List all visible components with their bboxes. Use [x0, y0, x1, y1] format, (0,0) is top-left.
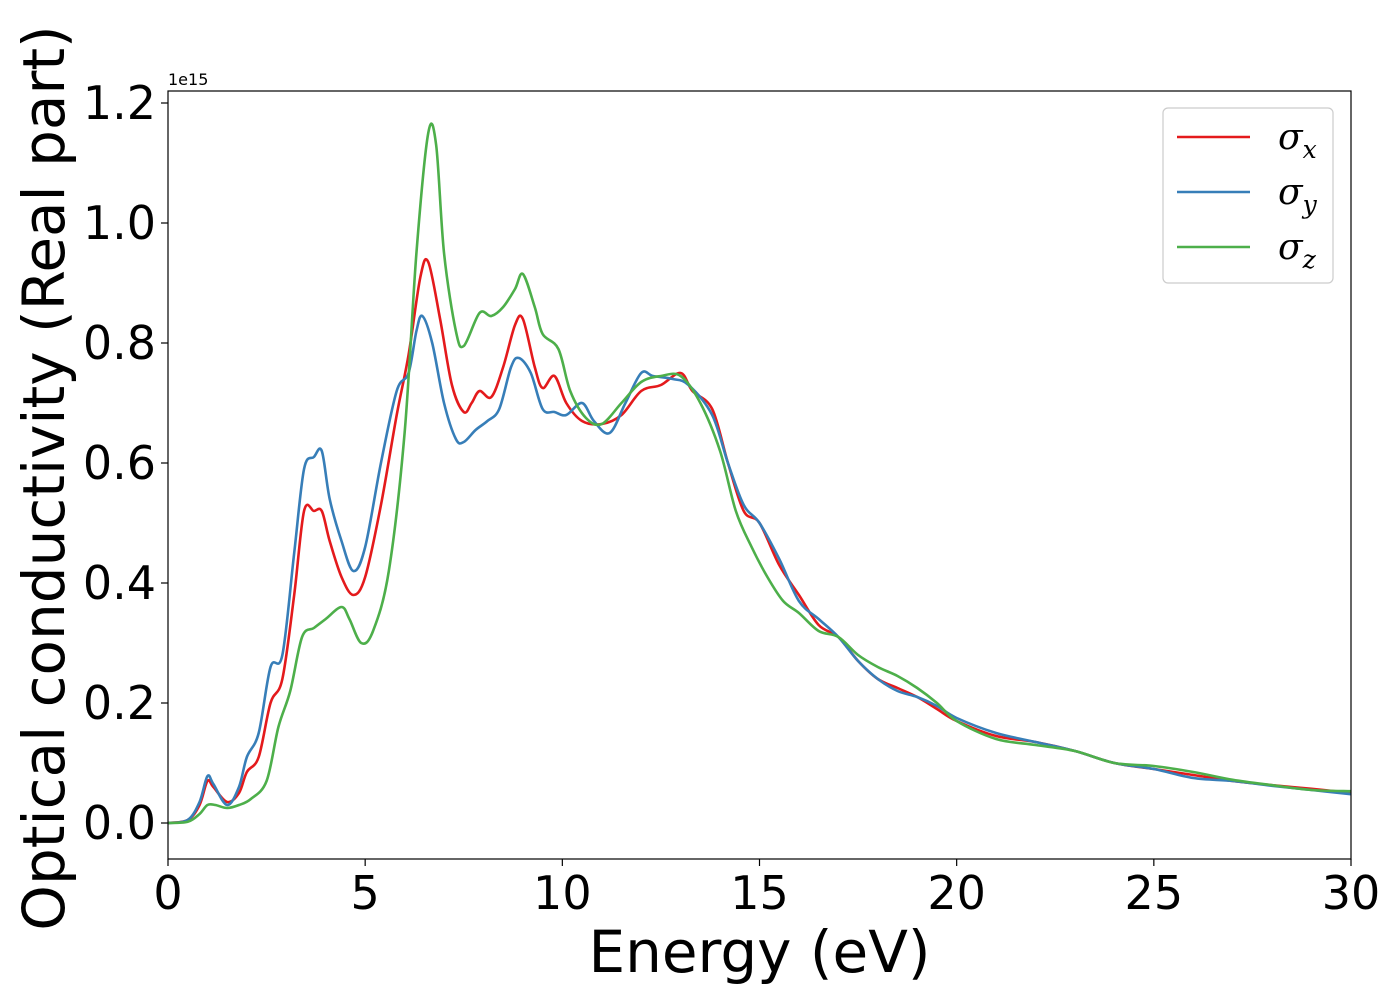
legend-box	[1162, 107, 1334, 284]
plot-area	[168, 91, 1351, 859]
x-tick-label: 20	[927, 866, 986, 920]
series-layer	[167, 122, 1352, 825]
series-line-y	[167, 314, 1352, 825]
x-tick-label: 0	[153, 866, 182, 920]
y-tick-label: 0.2	[83, 676, 156, 730]
y-tick-label: 1.0	[83, 196, 156, 250]
y-tick-label: 0.0	[83, 796, 156, 850]
y-tick-label: 0.6	[83, 436, 156, 490]
series-line-z	[167, 122, 1352, 825]
y-tick-label: 0.4	[83, 556, 156, 610]
y-axis: 0.0 0.2 0.4 0.6 0.8 1.0 1.2	[83, 76, 168, 850]
x-tick-label: 30	[1322, 866, 1381, 920]
y-offset-label: 1e15	[168, 70, 208, 89]
x-tick-label: 25	[1125, 866, 1184, 920]
x-axis: 0 5 10 15 20 25 30	[153, 859, 1380, 920]
series-line-x	[167, 257, 1352, 825]
y-tick-label: 0.8	[83, 316, 156, 370]
y-tick-label: 1.2	[83, 76, 156, 130]
y-axis-title: Optical conductivity (Real part)	[10, 25, 78, 930]
x-axis-title: Energy (eV)	[588, 918, 930, 986]
x-tick-label: 10	[533, 866, 592, 920]
x-tick-label: 15	[730, 866, 789, 920]
x-tick-label: 5	[351, 866, 380, 920]
